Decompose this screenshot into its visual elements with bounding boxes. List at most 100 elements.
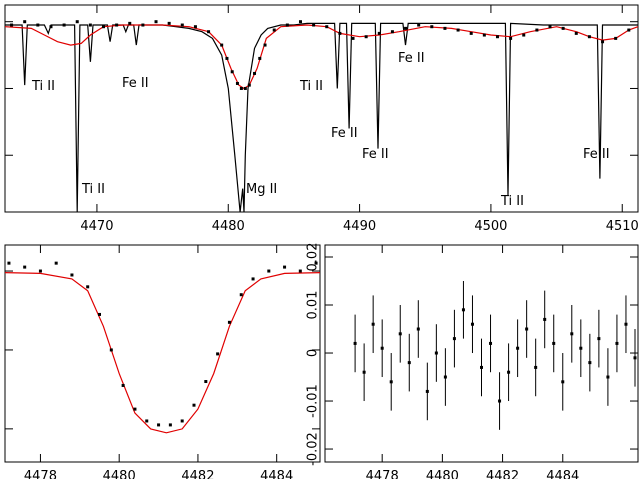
y-tick-label: -0.02: [305, 432, 320, 466]
data-point: [70, 273, 74, 277]
data-point: [443, 375, 447, 379]
x-tick-label: 4510: [606, 219, 639, 234]
plot-frame: [4, 4, 639, 213]
data-point: [404, 26, 408, 30]
data-point: [362, 370, 366, 374]
x-tick-label: 4484: [260, 469, 293, 479]
data-point: [128, 21, 132, 25]
data-point: [588, 361, 592, 365]
data-point: [353, 341, 357, 345]
data-point: [452, 337, 456, 341]
line-label: Ti II: [500, 194, 524, 209]
line-label: Mg II: [246, 182, 277, 197]
data-point: [193, 25, 197, 29]
data-point: [168, 423, 172, 427]
plot-frame: [4, 244, 321, 463]
x-tick-label: 4480: [212, 219, 245, 234]
data-point: [525, 327, 529, 331]
data-point: [204, 380, 208, 384]
data-point: [220, 43, 224, 47]
data-point: [314, 261, 318, 265]
data-point: [389, 380, 393, 384]
x-tick-label: 4470: [80, 219, 113, 234]
data-point: [180, 23, 184, 27]
y-tick-label: 0.01: [305, 291, 320, 320]
data-point: [23, 265, 27, 269]
data-point: [239, 86, 243, 90]
data-point: [86, 285, 90, 289]
data-point: [351, 36, 355, 40]
data-point: [54, 261, 58, 265]
data-point: [247, 83, 251, 87]
data-point: [425, 389, 429, 393]
data-point: [507, 370, 511, 374]
line-label: Fe II: [583, 147, 610, 162]
data-point: [380, 346, 384, 350]
data-point: [62, 23, 66, 27]
data-point: [283, 265, 287, 269]
data-point: [430, 25, 434, 29]
data-point: [239, 293, 243, 297]
data-point: [157, 423, 161, 427]
x-tick-label: 4480: [426, 469, 459, 479]
data-point: [627, 28, 631, 32]
data-point: [251, 277, 255, 281]
data-point: [298, 20, 302, 24]
data-point: [597, 337, 601, 341]
data-point: [461, 308, 465, 312]
data-point: [267, 269, 271, 273]
data-point: [624, 322, 628, 326]
data-point: [258, 56, 262, 60]
data-point: [633, 356, 637, 360]
data-point: [543, 317, 547, 321]
data-point: [145, 419, 149, 423]
data-point: [570, 332, 574, 336]
data-point: [263, 43, 267, 47]
x-tick-label: 4478: [24, 469, 57, 479]
data-point: [416, 327, 420, 331]
x-tick-label: 4478: [366, 469, 399, 479]
line-label: Ti II: [31, 79, 55, 94]
data-point: [498, 399, 502, 403]
data-point: [377, 31, 381, 35]
data-point: [482, 33, 486, 37]
data-point: [167, 21, 171, 25]
data-point: [371, 322, 375, 326]
y-tick-label: -0.01: [305, 384, 320, 418]
line-label: Fe II: [122, 76, 149, 91]
data-point: [390, 30, 394, 34]
data-point: [10, 23, 14, 27]
data-point: [614, 36, 618, 40]
data-point: [587, 35, 591, 39]
data-point: [364, 35, 368, 39]
data-point: [534, 365, 538, 369]
spectrum-line: [4, 24, 639, 90]
data-point: [489, 341, 493, 345]
data-point: [443, 26, 447, 30]
data-point: [75, 20, 79, 24]
x-tick-label: 4482: [486, 469, 519, 479]
data-point: [561, 380, 565, 384]
data-point: [36, 23, 40, 27]
data-point: [601, 40, 605, 44]
line-label: Fe II: [398, 51, 425, 66]
data-point: [235, 81, 239, 85]
data-point: [101, 25, 105, 29]
data-point: [325, 25, 329, 29]
data-point: [561, 26, 565, 30]
line-label: Ti II: [81, 182, 105, 197]
line-label: Fe II: [331, 126, 358, 141]
data-point: [23, 20, 27, 24]
data-point: [495, 35, 499, 39]
data-point: [192, 403, 196, 407]
data-point: [574, 31, 578, 35]
data-point: [133, 407, 137, 411]
data-point: [522, 33, 526, 37]
data-point: [115, 23, 119, 27]
data-point: [338, 31, 342, 35]
data-point: [121, 383, 125, 387]
spectrum-line: [4, 272, 321, 434]
data-point: [154, 20, 158, 24]
data-point: [88, 23, 92, 27]
